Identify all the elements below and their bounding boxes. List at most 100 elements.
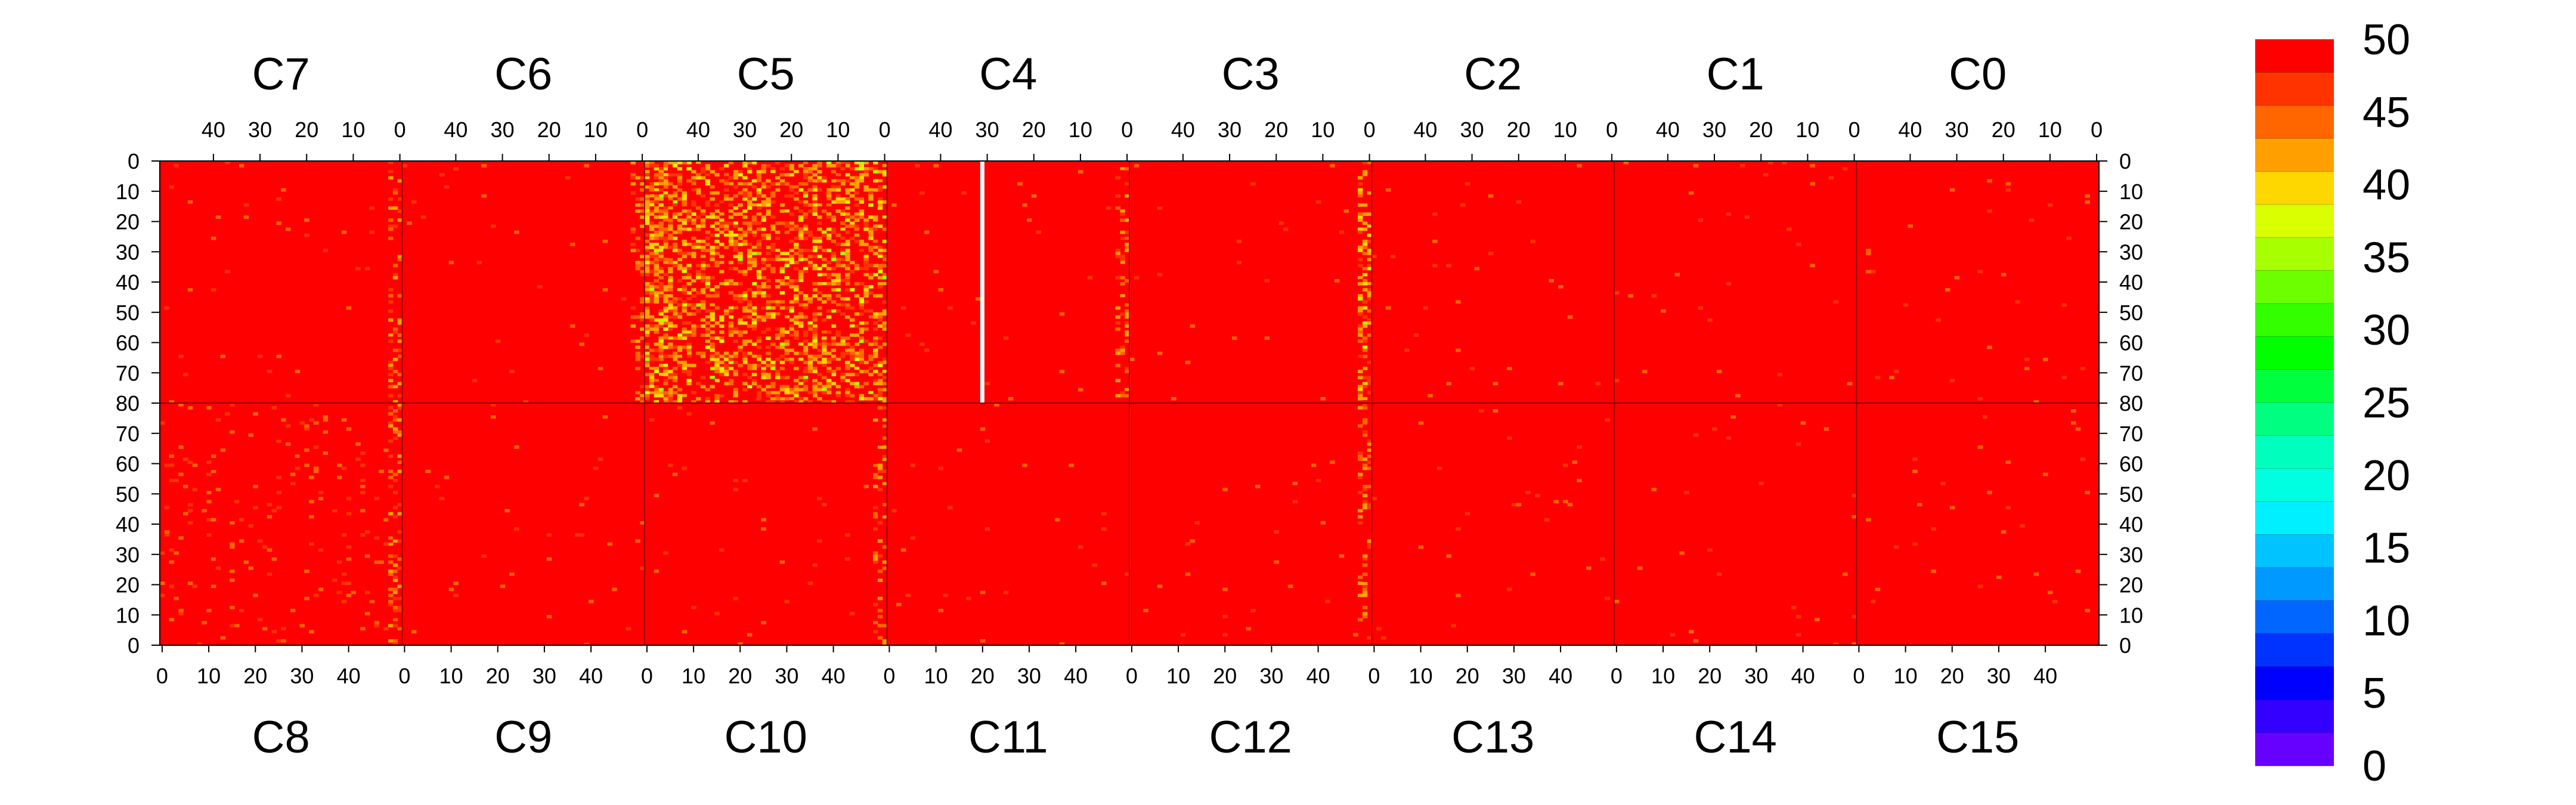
- heatmap-cell: [1908, 518, 1913, 522]
- heatmap-cell: [714, 370, 720, 373]
- heatmap-cell: [654, 379, 660, 383]
- heatmap-cell: [863, 185, 869, 189]
- heatmap-cell: [831, 282, 837, 286]
- heatmap-cell: [882, 239, 888, 243]
- heatmap-cell: [873, 221, 878, 225]
- heatmap-cell: [392, 575, 398, 579]
- heatmap-cell: [174, 164, 179, 168]
- heatmap-cell: [798, 236, 804, 240]
- heatmap-cell: [1795, 442, 1801, 446]
- heatmap-cell: [761, 167, 766, 171]
- heatmap-cell: [304, 448, 309, 452]
- heatmap-cell: [905, 333, 911, 337]
- heatmap-cell: [392, 370, 398, 373]
- heatmap-cell: [1782, 342, 1787, 346]
- heatmap-cell: [183, 442, 188, 446]
- heatmap-cell: [849, 351, 855, 355]
- heatmap-cell: [779, 167, 785, 171]
- heatmap-cell: [645, 182, 650, 186]
- heatmap-cell: [849, 612, 855, 615]
- heatmap-cell: [789, 354, 794, 358]
- heatmap-cell: [1875, 587, 1881, 592]
- heatmap-cell: [831, 230, 837, 234]
- heatmap-cell: [1190, 324, 1196, 328]
- x-tick-label-top: 10: [341, 117, 365, 142]
- heatmap-cell: [882, 327, 888, 331]
- heatmap-cell: [719, 382, 724, 386]
- heatmap-cell: [1362, 212, 1368, 216]
- heatmap-cell: [309, 500, 314, 504]
- heatmap-cell: [882, 445, 888, 449]
- heatmap-cell: [719, 548, 724, 552]
- heatmap-cell: [742, 182, 748, 186]
- heatmap-cell: [178, 536, 184, 540]
- heatmap-cell: [1339, 230, 1345, 234]
- heatmap-cell: [663, 294, 668, 298]
- heatmap-cell: [873, 227, 878, 231]
- y-tick-label-right: 70: [2119, 361, 2143, 385]
- heatmap-cell: [682, 397, 687, 401]
- heatmap-cell: [882, 342, 888, 346]
- heatmap-cell: [1940, 481, 1946, 485]
- heatmap-cell: [742, 360, 748, 364]
- heatmap-cell: [831, 258, 837, 262]
- heatmap-cell: [658, 179, 664, 183]
- heatmap-cell: [794, 191, 799, 195]
- heatmap-cell: [835, 161, 841, 165]
- heatmap-cell: [691, 360, 696, 364]
- heatmap-cell: [822, 360, 827, 364]
- heatmap-cell: [392, 354, 398, 358]
- heatmap-cell: [896, 602, 902, 606]
- heatmap-cell: [645, 397, 650, 401]
- heatmap-cell: [794, 224, 799, 228]
- heatmap-cell: [873, 409, 878, 413]
- heatmap-cell: [723, 236, 729, 240]
- heatmap-cell: [873, 224, 878, 228]
- heatmap-cell: [206, 406, 212, 410]
- heatmap-cell: [276, 618, 281, 621]
- heatmap-cell: [686, 264, 692, 268]
- heatmap-cell: [649, 294, 655, 298]
- heatmap-cell: [364, 530, 370, 534]
- heatmap-cell: [784, 315, 789, 319]
- heatmap-cell: [2061, 303, 2067, 307]
- heatmap-cell: [812, 563, 818, 567]
- heatmap-cell: [854, 227, 860, 231]
- x-tick-label-top: 30: [733, 117, 757, 142]
- heatmap-cell: [1367, 294, 1373, 298]
- heatmap-cell: [751, 249, 757, 252]
- heatmap-cell: [658, 336, 664, 340]
- heatmap-cell: [854, 373, 860, 376]
- heatmap-cell: [877, 609, 883, 612]
- heatmap-cell: [928, 521, 934, 525]
- heatmap-cell: [873, 415, 878, 419]
- heatmap-cell: [1367, 191, 1373, 195]
- heatmap-cell: [747, 397, 753, 401]
- heatmap-cell: [645, 360, 650, 364]
- heatmap-cell: [658, 364, 664, 367]
- heatmap-cell: [882, 491, 888, 494]
- heatmap-cell: [183, 373, 188, 376]
- heatmap-cell: [635, 397, 640, 401]
- heatmap-cell: [267, 548, 273, 552]
- heatmap-cell: [691, 252, 696, 255]
- heatmap-cell: [1843, 167, 1848, 171]
- heatmap-cell: [635, 339, 640, 343]
- heatmap-cell: [1125, 212, 1130, 216]
- heatmap-cell: [695, 243, 701, 246]
- heatmap-cell: [822, 367, 827, 370]
- heatmap-cell: [1125, 167, 1130, 171]
- x-tick-label-bottom: 20: [728, 664, 752, 688]
- heatmap-cell: [281, 418, 286, 422]
- heatmap-cell: [1418, 545, 1424, 549]
- heatmap-cell: [206, 500, 212, 504]
- heatmap-cell: [645, 312, 650, 316]
- heatmap-cell: [1572, 421, 1578, 425]
- heatmap-cell: [164, 506, 170, 510]
- heatmap-cell: [649, 243, 655, 246]
- heatmap-cell: [500, 203, 506, 207]
- heatmap-cell: [258, 618, 263, 621]
- heatmap-cell: [668, 300, 673, 304]
- heatmap-cell: [924, 230, 930, 234]
- heatmap-cell: [742, 270, 748, 274]
